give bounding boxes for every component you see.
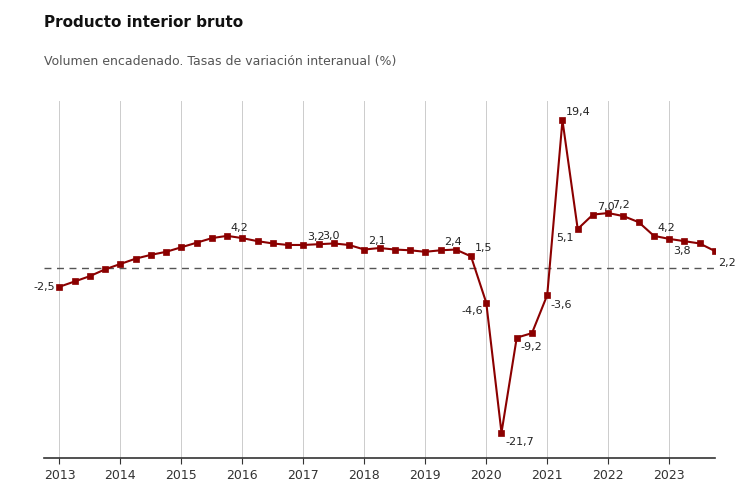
Text: -2,5: -2,5 — [33, 282, 55, 292]
Text: 4,2: 4,2 — [231, 223, 248, 233]
Text: 4,2: 4,2 — [657, 223, 675, 233]
Text: Producto interior bruto: Producto interior bruto — [44, 15, 243, 30]
Text: 3,2: 3,2 — [307, 232, 324, 242]
Text: Volumen encadenado. Tasas de variación interanual (%): Volumen encadenado. Tasas de variación i… — [44, 55, 397, 68]
Text: 3,8: 3,8 — [673, 245, 691, 256]
Text: -4,6: -4,6 — [461, 306, 483, 316]
Text: 2,2: 2,2 — [719, 258, 736, 268]
Text: -9,2: -9,2 — [520, 342, 542, 352]
Text: 2,4: 2,4 — [444, 237, 462, 247]
Text: -21,7: -21,7 — [505, 437, 534, 447]
Text: 19,4: 19,4 — [566, 107, 591, 117]
Text: 1,5: 1,5 — [475, 243, 492, 254]
Text: -3,6: -3,6 — [551, 300, 573, 310]
Text: 7,0: 7,0 — [597, 202, 614, 212]
Text: 3,0: 3,0 — [322, 231, 340, 241]
Text: 5,1: 5,1 — [556, 233, 574, 242]
Text: 7,2: 7,2 — [612, 200, 629, 210]
Text: 2,1: 2,1 — [368, 236, 385, 246]
